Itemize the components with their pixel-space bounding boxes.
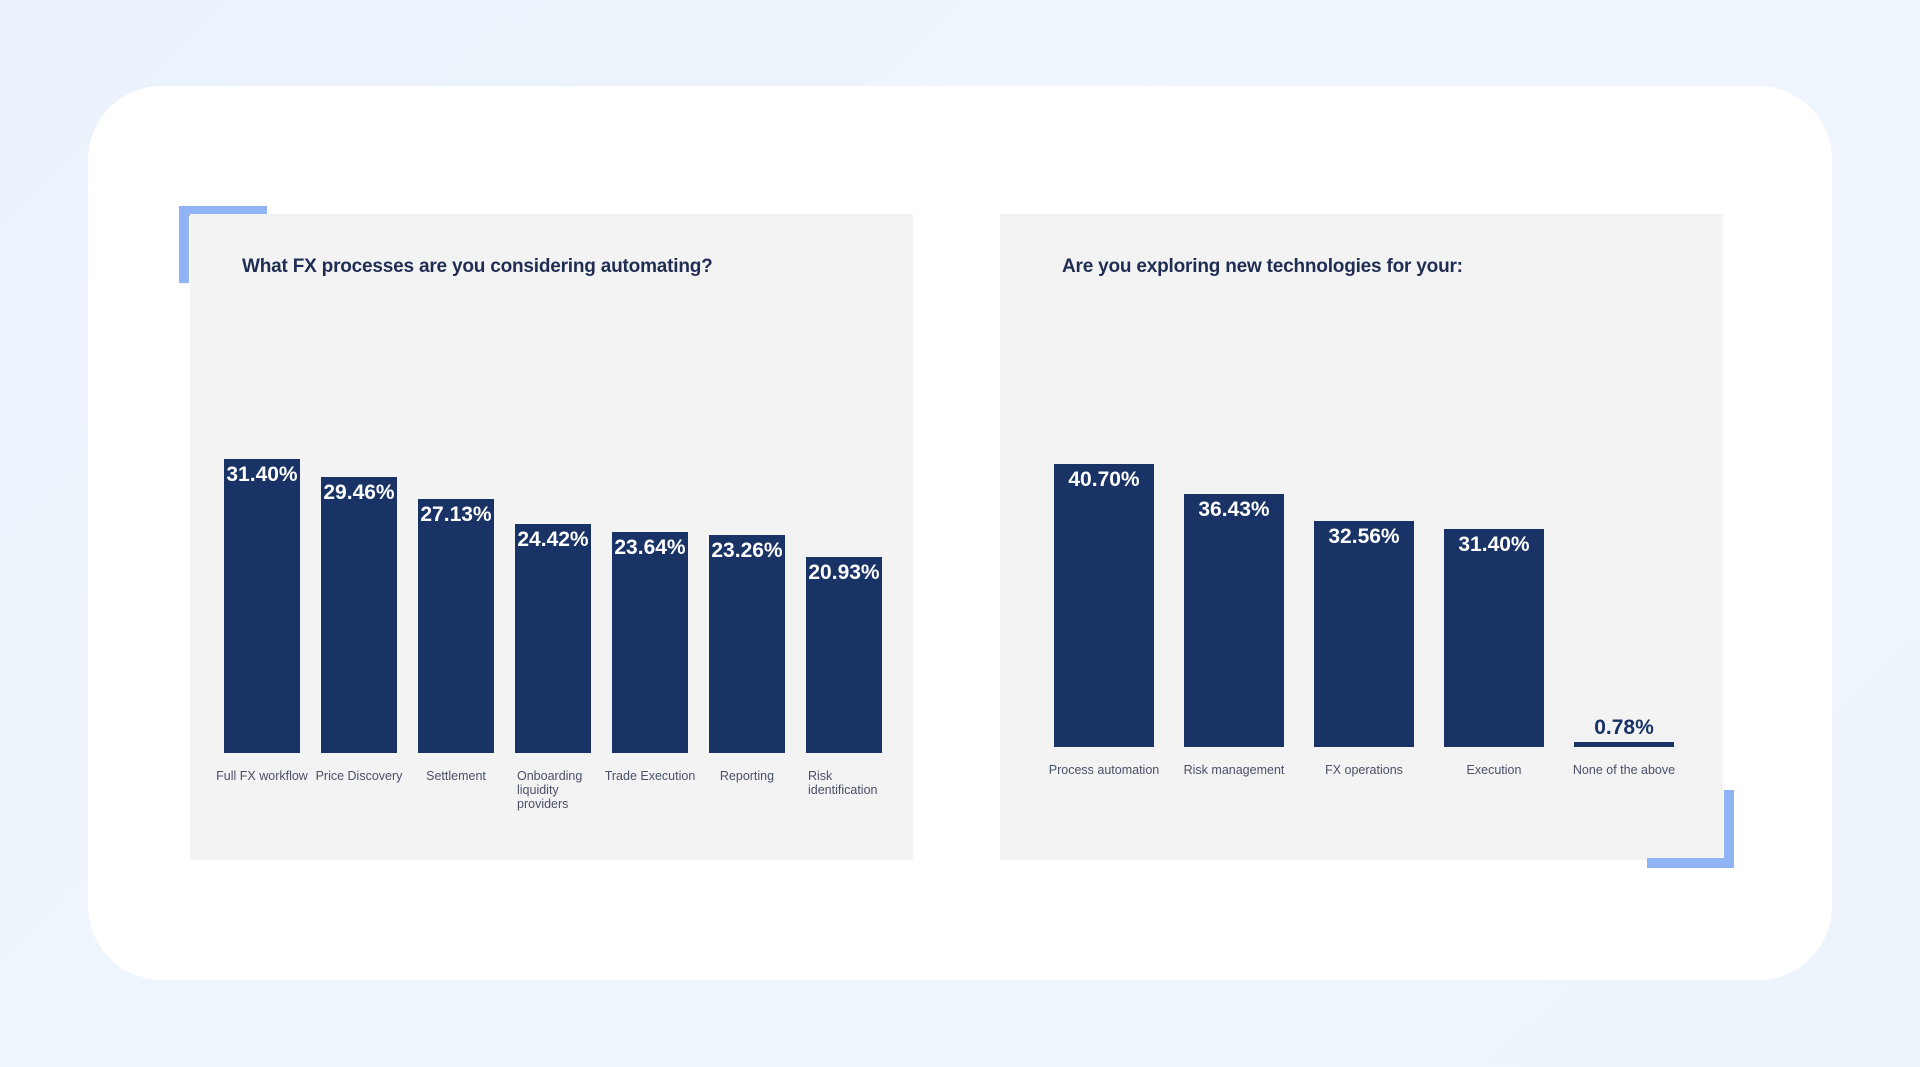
bar [418, 499, 494, 753]
chart-panel-new-technologies: Are you exploring new technologies for y… [1000, 214, 1723, 860]
category-label: Price Discovery [315, 769, 403, 783]
data-label: 32.56% [1328, 524, 1400, 548]
category-label: None of the above [1572, 763, 1676, 777]
bar [612, 531, 688, 753]
bar [806, 557, 882, 753]
data-label: 23.26% [711, 539, 783, 563]
data-label: 31.40% [1458, 532, 1530, 556]
data-label: 36.43% [1198, 497, 1270, 521]
bar [1574, 741, 1674, 747]
chart-title: Are you exploring new technologies for y… [1062, 256, 1463, 277]
corner-bracket-top-left [179, 206, 267, 283]
data-label: 29.46% [323, 481, 395, 505]
data-label: 20.93% [808, 561, 880, 585]
category-label: Execution [1466, 763, 1522, 777]
category-label: Risk identification [808, 769, 878, 797]
bar [709, 535, 785, 753]
data-label: 40.70% [1068, 468, 1140, 492]
category-label: Process automation [1048, 763, 1160, 777]
corner-bracket-bottom-right [1647, 790, 1734, 868]
category-label: Risk management [1183, 763, 1285, 777]
category-label: Reporting [719, 769, 775, 783]
data-label: 23.64% [614, 535, 686, 559]
data-label: 0.78% [1594, 715, 1654, 739]
chart-panel-fx-processes: What FX processes are you considering au… [190, 214, 913, 860]
category-label: Full FX workflow [216, 769, 308, 783]
bar [321, 477, 397, 753]
data-label: 31.40% [226, 463, 298, 487]
data-label: 24.42% [517, 528, 589, 552]
bar [515, 524, 591, 753]
chart-title: What FX processes are you considering au… [242, 256, 713, 277]
bar [1184, 493, 1284, 747]
bar [1054, 464, 1154, 747]
category-label: FX operations [1325, 763, 1403, 777]
category-label: Onboarding liquidity providers [517, 769, 583, 811]
category-label: Settlement [426, 769, 486, 783]
data-label: 27.13% [420, 503, 492, 527]
bar [1314, 520, 1414, 747]
bar [224, 459, 300, 753]
bar [1444, 528, 1544, 747]
category-label: Trade Execution [604, 769, 696, 783]
